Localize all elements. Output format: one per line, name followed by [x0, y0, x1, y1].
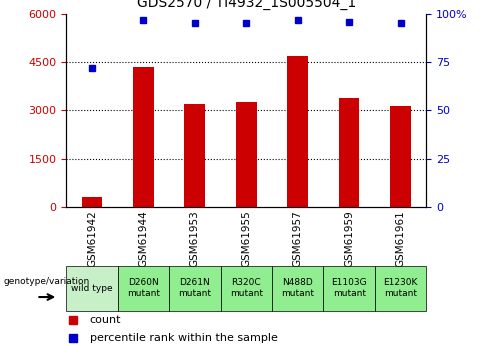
- Bar: [375, 266, 426, 311]
- Bar: [81, 197, 102, 207]
- Text: D260N
mutant: D260N mutant: [127, 278, 160, 298]
- Bar: [184, 104, 205, 207]
- Text: wild type: wild type: [71, 284, 113, 293]
- Text: percentile rank within the sample: percentile rank within the sample: [90, 333, 277, 343]
- Bar: [236, 102, 257, 207]
- Bar: [339, 98, 360, 207]
- Text: genotype/variation: genotype/variation: [3, 277, 90, 286]
- Text: count: count: [90, 315, 121, 325]
- Bar: [118, 266, 169, 311]
- Bar: [287, 56, 308, 207]
- Bar: [133, 67, 154, 207]
- Text: E1230K
mutant: E1230K mutant: [383, 278, 418, 298]
- Text: E1103G
mutant: E1103G mutant: [331, 278, 367, 298]
- Bar: [323, 266, 375, 311]
- Bar: [169, 266, 220, 311]
- Bar: [66, 266, 118, 311]
- Text: D261N
mutant: D261N mutant: [178, 278, 211, 298]
- Text: R320C
mutant: R320C mutant: [230, 278, 263, 298]
- Bar: [220, 266, 272, 311]
- Title: GDS2570 / TI4932_1S005504_1: GDS2570 / TI4932_1S005504_1: [137, 0, 356, 10]
- Bar: [390, 106, 411, 207]
- Text: N488D
mutant: N488D mutant: [281, 278, 314, 298]
- Bar: [272, 266, 323, 311]
